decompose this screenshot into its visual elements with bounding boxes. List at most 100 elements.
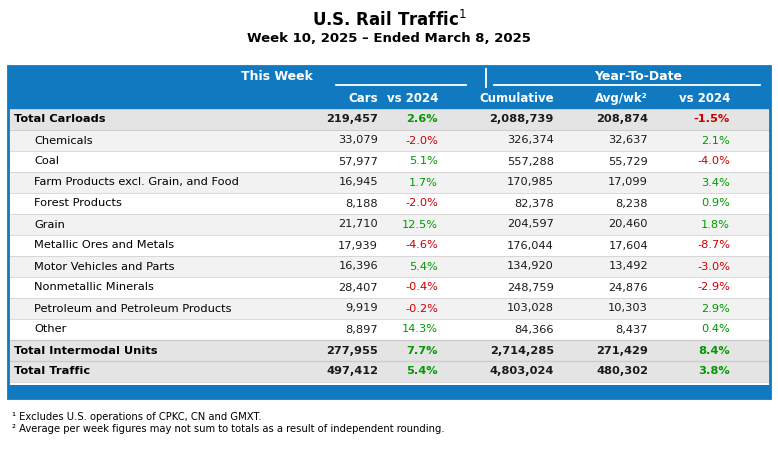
Text: 84,366: 84,366 [514,324,554,335]
Text: Motor Vehicles and Parts: Motor Vehicles and Parts [34,261,174,272]
Text: -4.6%: -4.6% [405,240,438,251]
Text: 8,897: 8,897 [345,324,378,335]
Text: 57,977: 57,977 [338,157,378,166]
Text: 10,303: 10,303 [608,303,648,314]
Text: 1.7%: 1.7% [409,178,438,187]
Text: 5.1%: 5.1% [409,157,438,166]
Bar [8,235,770,256]
Text: Year-To-Date: Year-To-Date [594,70,682,83]
Bar [8,298,770,319]
Text: 32,637: 32,637 [608,136,648,145]
Text: Chemicals: Chemicals [34,136,93,145]
Text: 3.8%: 3.8% [698,366,730,377]
Text: ¹ Excludes U.S. operations of CPKC, CN and GMXT.: ¹ Excludes U.S. operations of CPKC, CN a… [12,412,261,422]
Text: Farm Products excl. Grain, and Food: Farm Products excl. Grain, and Food [34,178,239,187]
Text: -0.4%: -0.4% [405,282,438,293]
Text: 134,920: 134,920 [507,261,554,272]
Bar [8,256,770,277]
Text: This Week: This Week [241,70,313,83]
Bar [8,130,770,151]
Text: 16,396: 16,396 [338,261,378,272]
Bar [8,193,770,214]
Text: Cumulative: Cumulative [479,92,554,105]
Text: 12.5%: 12.5% [402,219,438,229]
Text: 9,919: 9,919 [345,303,378,314]
Text: Nonmetallic Minerals: Nonmetallic Minerals [34,282,154,293]
Text: 5.4%: 5.4% [409,261,438,272]
Text: 0.9%: 0.9% [701,199,730,208]
Text: Cars: Cars [349,92,378,105]
Text: -2.9%: -2.9% [697,282,730,293]
Text: Petroleum and Petroleum Products: Petroleum and Petroleum Products [34,303,232,314]
Text: 28,407: 28,407 [338,282,378,293]
Bar [8,172,770,193]
Bar [8,66,770,88]
Text: 13,492: 13,492 [608,261,648,272]
Text: 2.1%: 2.1% [701,136,730,145]
Text: ² Average per week figures may not sum to totals as a result of independent roun: ² Average per week figures may not sum t… [12,424,444,434]
Text: Total Intermodal Units: Total Intermodal Units [14,345,157,356]
Text: vs 2024: vs 2024 [387,92,438,105]
Text: Avg/wk²: Avg/wk² [595,92,648,105]
Text: 17,604: 17,604 [608,240,648,251]
Text: -0.2%: -0.2% [405,303,438,314]
Bar [8,319,770,340]
Text: -2.0%: -2.0% [405,136,438,145]
Bar [8,214,770,235]
Text: 219,457: 219,457 [326,115,378,124]
Text: 82,378: 82,378 [514,199,554,208]
Text: -4.0%: -4.0% [697,157,730,166]
Text: 16,945: 16,945 [338,178,378,187]
Bar [8,88,770,109]
Text: U.S. Rail Traffic$^1$: U.S. Rail Traffic$^1$ [312,10,466,30]
Text: 248,759: 248,759 [507,282,554,293]
Text: 24,876: 24,876 [608,282,648,293]
Text: Week 10, 2025 – Ended March 8, 2025: Week 10, 2025 – Ended March 8, 2025 [247,32,531,45]
Text: 277,955: 277,955 [326,345,378,356]
Text: 5.4%: 5.4% [406,366,438,377]
Text: 204,597: 204,597 [507,219,554,229]
Text: Coal: Coal [34,157,59,166]
Bar [8,361,770,382]
Text: 271,429: 271,429 [596,345,648,356]
Text: 55,729: 55,729 [608,157,648,166]
Text: -2.0%: -2.0% [405,199,438,208]
Text: 2,088,739: 2,088,739 [489,115,554,124]
Text: 497,412: 497,412 [326,366,378,377]
Text: 4,803,024: 4,803,024 [489,366,554,377]
Bar [8,277,770,298]
Text: 176,044: 176,044 [507,240,554,251]
Text: 17,099: 17,099 [608,178,648,187]
Bar [8,385,770,398]
Bar [8,151,770,172]
Text: 557,288: 557,288 [507,157,554,166]
Text: Forest Products: Forest Products [34,199,122,208]
Text: Total Traffic: Total Traffic [14,366,90,377]
Text: Grain: Grain [34,219,65,229]
Text: vs 2024: vs 2024 [678,92,730,105]
Text: 21,710: 21,710 [338,219,378,229]
Text: -1.5%: -1.5% [694,115,730,124]
Text: 2,714,285: 2,714,285 [490,345,554,356]
Text: 3.4%: 3.4% [701,178,730,187]
Text: -8.7%: -8.7% [697,240,730,251]
Text: 8.4%: 8.4% [698,345,730,356]
Text: 33,079: 33,079 [338,136,378,145]
Text: 326,374: 326,374 [507,136,554,145]
Text: 103,028: 103,028 [507,303,554,314]
Bar [8,340,770,361]
Text: 14.3%: 14.3% [402,324,438,335]
Text: 8,238: 8,238 [615,199,648,208]
Text: Total Carloads: Total Carloads [14,115,106,124]
Text: 480,302: 480,302 [596,366,648,377]
Text: 20,460: 20,460 [608,219,648,229]
Text: Other: Other [34,324,66,335]
Text: 208,874: 208,874 [596,115,648,124]
Text: Metallic Ores and Metals: Metallic Ores and Metals [34,240,174,251]
Text: 0.4%: 0.4% [701,324,730,335]
Text: 7.7%: 7.7% [406,345,438,356]
Text: 8,188: 8,188 [345,199,378,208]
Text: 17,939: 17,939 [338,240,378,251]
Bar [8,109,770,130]
Text: 8,437: 8,437 [615,324,648,335]
